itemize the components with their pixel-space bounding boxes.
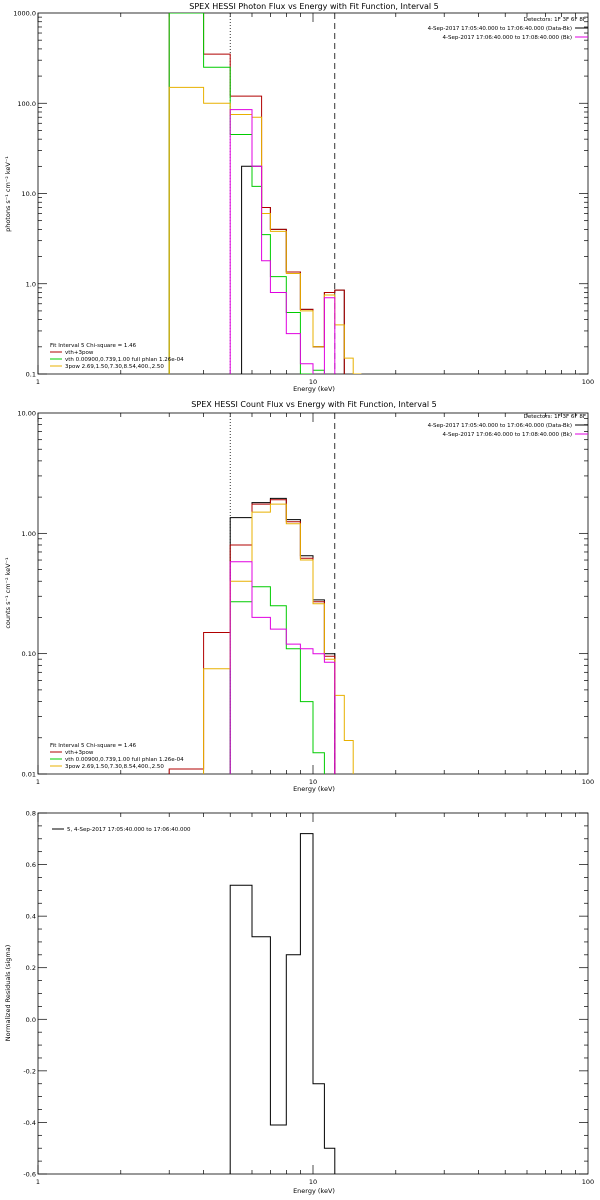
y-axis-label: Normalized Residuals (sigma) — [4, 945, 12, 1042]
legend-entry: vth+3pow — [65, 750, 94, 756]
x-tick-label: 100 — [582, 1178, 594, 1186]
legend-entry: vth+3pow — [65, 350, 94, 356]
legend-entry: Fit Interval 5 Chi-square = 1.46 — [50, 343, 137, 349]
header-line-3: 4-Sep-2017 17:06:40.000 to 17:08:40.000 … — [443, 432, 573, 438]
count-flux-panel: SPEX HESSI Count Flux vs Energy with Fit… — [4, 400, 594, 793]
y-tick-label: -0.6 — [23, 1171, 36, 1179]
series-0-line — [229, 833, 336, 1174]
y-tick-label: 0.2 — [26, 964, 36, 972]
header-line-1: Detectors: 1F 3F 6F 8F — [524, 17, 586, 23]
series-0-line — [229, 497, 336, 774]
x-axis-label: Energy (keV) — [293, 785, 335, 793]
y-tick-label: 0.0 — [26, 1016, 36, 1024]
series-1-line — [168, 499, 336, 774]
header-line-2: 4-Sep-2017 17:05:40.000 to 17:06:40.000 … — [428, 26, 572, 32]
header-line-1: Detectors: 1F 3F 6F 8F — [524, 414, 586, 420]
legend-entry: 5, 4-Sep-2017 17:05:40.000 to 17:06:40.0… — [67, 827, 191, 833]
y-tick-label: 1.0 — [26, 280, 36, 288]
y-tick-label: 0.01 — [22, 771, 36, 779]
y-tick-label: 0.8 — [26, 810, 36, 818]
legend-entry: Fit Interval 5 Chi-square = 1.46 — [50, 743, 137, 749]
header-line-2: 4-Sep-2017 17:05:40.000 to 17:06:40.000 … — [428, 423, 572, 429]
series-1-line — [168, 13, 345, 374]
y-tick-label: 1.00 — [22, 530, 36, 538]
legend-entry: 3pow 2.69,1.50,7.30,8.54,400.,2.50 — [65, 764, 164, 770]
y-tick-label: 0.6 — [26, 861, 36, 869]
series-2-line — [229, 586, 325, 774]
x-tick-label: 100 — [582, 378, 594, 386]
y-tick-label: 0.10 — [22, 650, 36, 658]
x-axis-label: Energy (keV) — [293, 385, 335, 393]
x-tick-label: 1 — [36, 1178, 40, 1186]
y-tick-label: 1000.0 — [13, 10, 36, 18]
legend-entry: vth 0.00900,0.739,1.00 full phlan 1.26e-… — [65, 757, 184, 763]
y-tick-label: 0.1 — [26, 371, 36, 379]
y-axis-label: counts s⁻¹ cm⁻² keV⁻¹ — [4, 557, 12, 629]
x-tick-label: 100 — [582, 778, 594, 786]
series-2-line — [168, 13, 325, 374]
x-tick-label: 10 — [309, 1178, 317, 1186]
y-tick-label: -0.4 — [23, 1119, 36, 1127]
series-4-line — [229, 109, 336, 374]
legend-entry: 3pow 2.69,1.50,7.30,8.54,400.,2.50 — [65, 364, 164, 370]
x-tick-label: 10 — [309, 778, 317, 786]
residuals-panel: Normalized Residuals (sigma) Energy (keV… — [4, 810, 594, 1196]
x-tick-label: 10 — [309, 378, 317, 386]
x-tick-label: 1 — [36, 778, 40, 786]
legend-entry: vth 0.00900,0.739,1.00 full phlan 1.26e-… — [65, 357, 184, 363]
chart-title: SPEX HESSI Count Flux vs Energy with Fit… — [191, 400, 436, 409]
series-4-line — [229, 561, 336, 774]
x-tick-label: 1 — [36, 378, 40, 386]
series-0-line — [241, 165, 345, 374]
y-tick-label: 10.00 — [17, 410, 36, 418]
y-tick-label: 0.4 — [26, 913, 36, 921]
y-tick-label: 10.0 — [22, 190, 36, 198]
series-3-line — [168, 86, 362, 374]
chart-title: SPEX HESSI Photon Flux vs Energy with Fi… — [189, 2, 439, 11]
y-axis-label: photons s⁻¹ cm⁻² keV⁻¹ — [4, 156, 12, 232]
header-line-3: 4-Sep-2017 17:06:40.000 to 17:08:40.000 … — [443, 35, 573, 41]
x-axis-label: Energy (keV) — [293, 1187, 335, 1195]
series-3-line — [203, 503, 354, 774]
y-tick-label: -0.2 — [23, 1067, 36, 1075]
photon-flux-panel: SPEX HESSI Photon Flux vs Energy with Fi… — [4, 2, 594, 393]
y-tick-label: 100.0 — [17, 100, 36, 108]
